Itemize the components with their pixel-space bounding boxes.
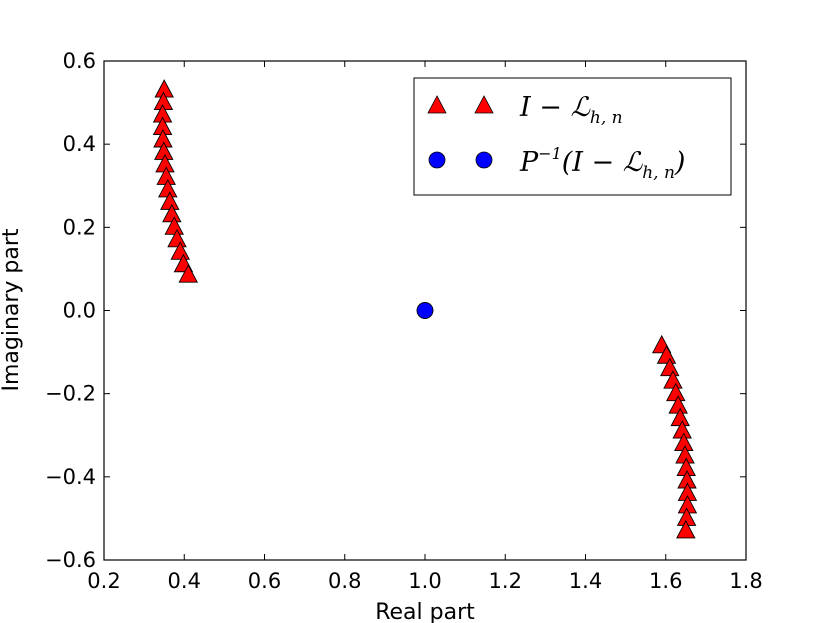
x-axis-label: Real part	[375, 600, 475, 623]
legend-circle-marker	[428, 151, 446, 169]
x-tick-label: 1.2	[489, 569, 522, 593]
x-tick-label: 0.2	[87, 569, 120, 593]
legend-triangle-marker	[474, 95, 494, 114]
series-1-point	[170, 241, 190, 260]
y-axis-label: Imaginary part	[0, 228, 24, 391]
x-tick-label: 0.8	[328, 569, 361, 593]
y-tick-label: −0.2	[45, 382, 96, 406]
legend-label-series-2: P−1(I − ℒh, n)	[519, 144, 685, 183]
data-marks	[152, 79, 698, 539]
legend-circle-marker	[475, 151, 493, 169]
x-tick-label: 1.0	[408, 569, 441, 593]
x-tick-label: 1.4	[569, 569, 602, 593]
y-tick-label: 0.4	[63, 132, 96, 156]
series-1-point	[676, 519, 696, 539]
legend-box	[413, 77, 732, 196]
series-1-point	[660, 357, 680, 377]
x-tick-label: 0.6	[248, 569, 281, 593]
series-1-point	[656, 345, 677, 364]
axis-ticks: 0.2 0.4 0.6 0.8 1.0 1.2 1.4 1.6 1.8 0.6 0.4 0.2 0.0 −…	[45, 49, 763, 593]
legend-triangle-marker	[427, 95, 447, 114]
y-tick-label: 0.6	[63, 49, 96, 73]
x-tick-label: 0.4	[168, 569, 201, 593]
x-tick-label: 1.8	[729, 569, 762, 593]
y-tick-label: 0.2	[63, 215, 96, 239]
y-tick-label: 0.0	[63, 299, 96, 323]
legend: I − ℒh, n P−1(I − ℒh, n)	[413, 77, 732, 196]
series-2-point	[416, 302, 434, 319]
x-tick-label: 1.6	[649, 569, 682, 593]
legend-label-series-1: I − ℒh, n	[519, 92, 623, 128]
y-tick-label: −0.4	[45, 465, 96, 489]
y-tick-label: −0.6	[45, 548, 96, 572]
series-1-point	[167, 228, 187, 248]
series-1-point	[178, 264, 199, 283]
